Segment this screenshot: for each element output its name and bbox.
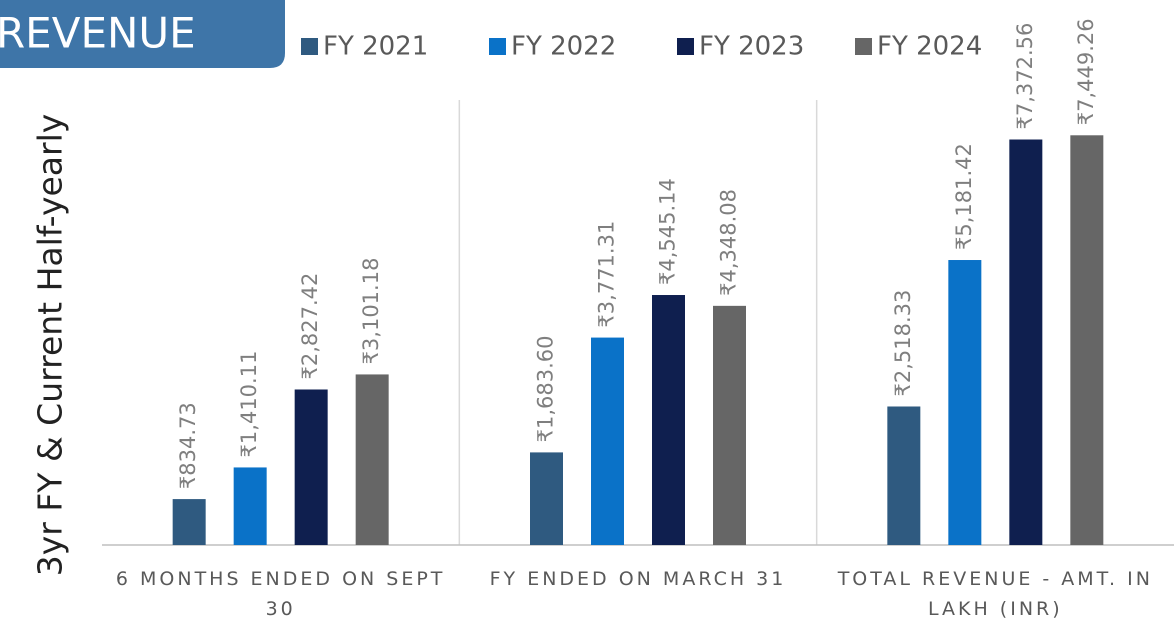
bar <box>1070 135 1104 545</box>
bar <box>652 295 685 545</box>
legend-label: FY 2022 <box>511 32 616 62</box>
value-label: ₹5,181.42 <box>952 143 976 250</box>
value-label: ₹1,683.60 <box>534 336 558 443</box>
value-label: ₹2,827.42 <box>298 273 322 380</box>
legend-label: FY 2023 <box>699 32 804 62</box>
bar <box>1009 139 1043 545</box>
bar <box>591 337 624 545</box>
legend-swatch <box>301 38 318 55</box>
title-box <box>0 0 285 68</box>
bar <box>233 467 267 545</box>
bar <box>355 374 389 545</box>
bar <box>294 389 328 545</box>
value-label: ₹7,372.56 <box>1013 23 1037 130</box>
legend-swatch <box>489 38 506 55</box>
value-label: ₹4,545.14 <box>656 178 680 285</box>
value-label: ₹7,449.26 <box>1074 18 1098 125</box>
bar <box>713 305 746 545</box>
bar <box>948 260 982 545</box>
legend-label: FY 2024 <box>877 32 982 62</box>
x-tick-label: FY ENDED ON MARCH 31 <box>489 568 787 590</box>
bar <box>887 406 921 545</box>
value-label: ₹834.73 <box>176 402 200 489</box>
value-label: ₹3,771.31 <box>595 221 619 328</box>
legend-label: FY 2021 <box>323 32 428 62</box>
value-label: ₹2,518.33 <box>891 290 915 397</box>
y-axis-label: 3yr FY & Current Half-yearly <box>31 114 70 577</box>
legend-swatch <box>855 38 872 55</box>
bar <box>530 452 563 545</box>
value-label: ₹3,101.18 <box>359 258 383 365</box>
x-tick-label: 6 MONTHS ENDED ON SEPT 30 <box>115 568 446 620</box>
value-label: ₹1,410.11 <box>237 351 261 458</box>
bar <box>172 499 206 545</box>
legend-swatch <box>677 38 694 55</box>
value-label: ₹4,348.08 <box>717 189 741 296</box>
chart-title: REVENUE <box>0 9 196 58</box>
x-tick-label: TOTAL REVENUE - AMT. IN LAKH (INR) <box>837 568 1153 620</box>
